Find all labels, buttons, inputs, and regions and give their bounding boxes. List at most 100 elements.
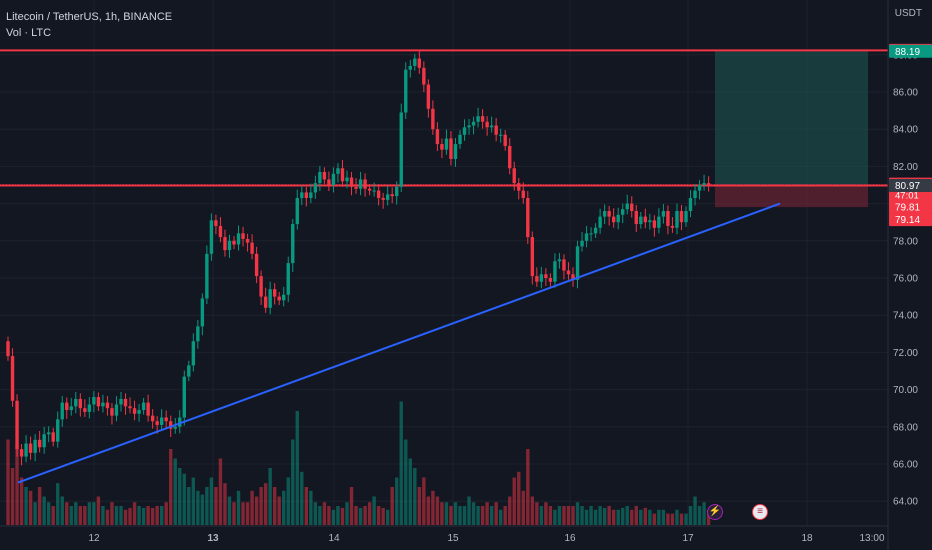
- candle: [56, 419, 60, 442]
- candle: [259, 276, 263, 297]
- volume-bar: [92, 502, 96, 525]
- candle: [327, 179, 331, 185]
- volume-bar: [37, 487, 42, 525]
- candle: [625, 203, 629, 210]
- volume-indicator-label[interactable]: Vol · LTC: [6, 27, 52, 39]
- volume-bar: [227, 496, 232, 525]
- candle: [431, 108, 435, 130]
- symbol-title[interactable]: Litecoin / TetherUS, 1h, BINANCE: [6, 11, 173, 23]
- volume-bar: [395, 477, 399, 525]
- volume-bar: [336, 506, 340, 525]
- volume-bar: [611, 509, 616, 525]
- y-tick-label: 76.00: [893, 274, 918, 285]
- candle: [395, 186, 399, 197]
- volume-bar: [331, 509, 336, 525]
- volume-bar: [630, 509, 634, 525]
- volume-bar: [159, 506, 164, 525]
- y-tick-label: 64.00: [893, 497, 918, 508]
- volume-bar: [254, 496, 259, 525]
- volume-bar: [553, 509, 557, 525]
- y-tick-label: 68.00: [893, 422, 918, 433]
- volume-bar: [535, 502, 539, 525]
- volume-bar: [245, 502, 250, 525]
- volume-bar: [137, 506, 141, 525]
- candle: [363, 179, 367, 189]
- candle: [679, 211, 684, 223]
- volume-bar: [417, 487, 422, 525]
- candle: [476, 116, 480, 122]
- volume-bar: [657, 509, 661, 525]
- candle: [453, 144, 458, 159]
- candle: [254, 253, 259, 277]
- candle: [169, 421, 173, 429]
- candle: [119, 398, 123, 405]
- volume-bar: [634, 506, 638, 525]
- volume-bar: [182, 473, 186, 525]
- candle: [6, 341, 10, 357]
- volume-bar: [173, 458, 177, 525]
- candle: [611, 216, 616, 223]
- volume-bar: [625, 506, 629, 525]
- volume-bar: [78, 506, 83, 525]
- volume-bar: [128, 507, 132, 525]
- volume-bar: [286, 477, 290, 525]
- candle: [331, 173, 336, 185]
- price-tag-label: 79.14: [895, 215, 920, 226]
- volume-bar: [354, 506, 358, 525]
- candle: [92, 397, 96, 405]
- volume-bar: [83, 506, 87, 525]
- candle: [688, 198, 693, 212]
- candle: [232, 240, 236, 245]
- volume-bar: [675, 509, 679, 525]
- x-tick-label: 13: [207, 533, 219, 544]
- volume-bar: [557, 506, 562, 525]
- currency-label: USDT: [894, 8, 922, 19]
- volume-bar: [376, 506, 381, 525]
- candle: [354, 186, 358, 189]
- candle: [137, 410, 141, 414]
- volume-bar: [123, 509, 128, 525]
- candle: [223, 237, 227, 251]
- candle: [345, 177, 349, 182]
- volume-bar: [584, 509, 589, 525]
- volume-bar: [300, 471, 304, 525]
- candle: [544, 274, 548, 278]
- candle: [358, 179, 363, 189]
- volume-bar: [544, 502, 548, 525]
- lightning-icon[interactable]: ⚡: [707, 504, 723, 520]
- candle: [24, 443, 28, 457]
- candle: [227, 240, 232, 251]
- candle: [566, 270, 571, 275]
- candle: [381, 198, 385, 200]
- candle: [87, 404, 92, 412]
- candle: [385, 194, 390, 200]
- candle: [580, 240, 584, 247]
- candle: [607, 211, 611, 217]
- volume-bar: [435, 496, 440, 525]
- candle: [530, 237, 535, 277]
- volume-bar: [453, 502, 458, 525]
- candle: [209, 220, 214, 254]
- volume-bar: [141, 507, 146, 525]
- candle: [639, 216, 643, 225]
- candle: [575, 246, 580, 280]
- us-flag-icon[interactable]: ≡: [752, 504, 768, 520]
- y-tick-label: 84.00: [893, 125, 918, 136]
- candle: [426, 84, 431, 109]
- volume-bar: [381, 507, 385, 525]
- volume-bar: [449, 506, 453, 525]
- volume-bar: [146, 506, 150, 525]
- candle: [164, 417, 168, 422]
- price-tag: [889, 200, 932, 214]
- candle: [51, 432, 55, 442]
- candle: [444, 138, 449, 150]
- candle: [598, 216, 602, 228]
- volume-bar: [218, 458, 223, 525]
- volume-bar: [223, 483, 227, 525]
- volume-bar: [593, 509, 598, 525]
- volume-bar: [209, 477, 214, 525]
- candle: [155, 421, 159, 425]
- volume-bar: [530, 496, 535, 525]
- price-tag: [889, 44, 932, 58]
